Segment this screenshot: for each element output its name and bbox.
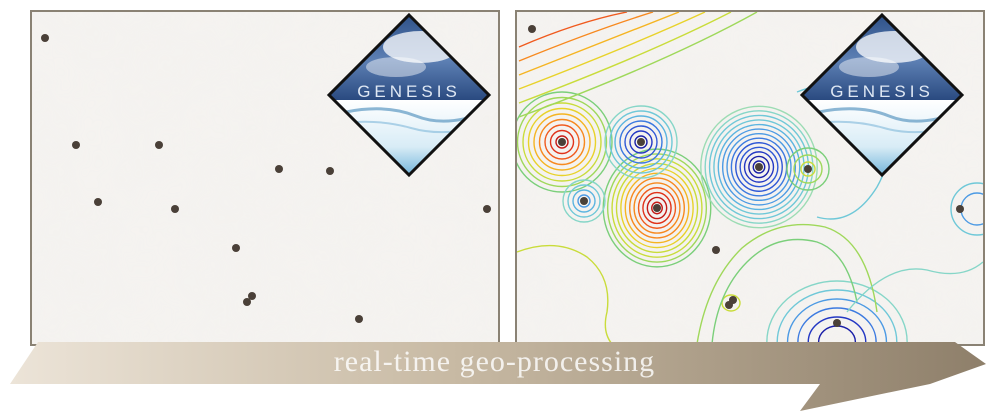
contour-line: [567, 184, 601, 218]
contour-line: [646, 196, 668, 220]
sample-point: [755, 163, 763, 171]
contour-line: [634, 135, 648, 149]
genesis-logo: GENESIS: [326, 12, 492, 178]
contour-line: [517, 96, 608, 188]
contour-map: GENESIS: [515, 10, 985, 346]
contour-line: [752, 160, 766, 174]
logo-text: GENESIS: [830, 82, 934, 101]
sample-points: [528, 25, 964, 327]
contour-line: [786, 147, 830, 191]
contour-line: [538, 118, 586, 166]
contour-line: [696, 223, 878, 344]
contour-line: [637, 187, 677, 229]
contour-line: [717, 123, 801, 211]
contour-line: [633, 182, 681, 234]
sample-point: [155, 141, 163, 149]
sample-point: [483, 205, 491, 213]
sample-point: [528, 25, 536, 33]
contour-line: [555, 135, 569, 149]
contour-line: [793, 154, 823, 184]
sample-point: [171, 205, 179, 213]
sample-point: [653, 204, 661, 212]
sample-point: [232, 244, 240, 252]
contour-layer: [517, 12, 983, 344]
contour-line: [609, 110, 673, 174]
contour-line: [577, 194, 591, 208]
contour-line: [517, 91, 613, 193]
sample-point: [580, 197, 588, 205]
contour-line: [721, 128, 797, 206]
contour-line: [619, 120, 663, 164]
sample-point: [558, 138, 566, 146]
contour-line: [611, 158, 703, 258]
contour-line: [518, 12, 628, 48]
contour-line: [549, 129, 575, 155]
contour-line: [735, 142, 783, 192]
contour-line: [726, 132, 792, 202]
contour-line: [624, 172, 690, 244]
sample-point: [72, 141, 80, 149]
contour-line: [700, 105, 818, 229]
contour-line: [518, 12, 654, 62]
contour-line: [606, 153, 708, 263]
contour-line: [629, 130, 653, 154]
contour-line: [748, 155, 770, 179]
contour-line: [604, 105, 678, 179]
sample-point: [94, 198, 102, 206]
contour-line: [743, 151, 775, 183]
process-caption: real-time geo-processing: [333, 345, 656, 378]
contour-line: [527, 107, 597, 177]
contour-line: [950, 182, 983, 236]
logo-text: GENESIS: [357, 82, 461, 101]
contour-line: [517, 244, 613, 344]
contour-line: [800, 161, 816, 177]
contour-line: [651, 201, 663, 215]
contour-line: [713, 119, 805, 215]
contour-line: [624, 125, 658, 159]
contour-line: [518, 12, 758, 118]
contour-line: [711, 238, 858, 344]
raw-points-map: GENESIS: [30, 10, 500, 346]
contour-line: [628, 177, 685, 239]
sample-point: [725, 301, 733, 309]
sample-point: [712, 246, 720, 254]
contour-line: [614, 115, 668, 169]
contour-line: [615, 162, 699, 254]
contour-line: [739, 146, 779, 188]
process-arrow: [10, 342, 986, 411]
contour-lines: [517, 12, 983, 344]
sample-point: [326, 167, 334, 175]
sample-point: [248, 292, 256, 300]
contour-line: [704, 110, 814, 224]
genesis-logo: GENESIS: [799, 12, 965, 178]
sample-point: [804, 165, 812, 173]
contour-line: [522, 102, 602, 182]
sample-point: [355, 315, 363, 323]
contour-line: [642, 191, 672, 225]
contour-line: [544, 124, 580, 160]
contour-line: [518, 12, 680, 76]
contour-line: [562, 179, 606, 223]
sample-point: [275, 165, 283, 173]
sample-point: [41, 34, 49, 42]
contour-line: [846, 261, 983, 313]
contour-line: [518, 12, 706, 90]
sample-point: [833, 319, 841, 327]
sample-points: [41, 34, 491, 323]
contour-line: [572, 189, 596, 213]
sample-point: [637, 138, 645, 146]
sample-point: [243, 298, 251, 306]
contour-line: [518, 12, 732, 104]
contour-line: [721, 294, 741, 312]
sample-point: [956, 205, 964, 213]
contour-line: [533, 113, 591, 171]
